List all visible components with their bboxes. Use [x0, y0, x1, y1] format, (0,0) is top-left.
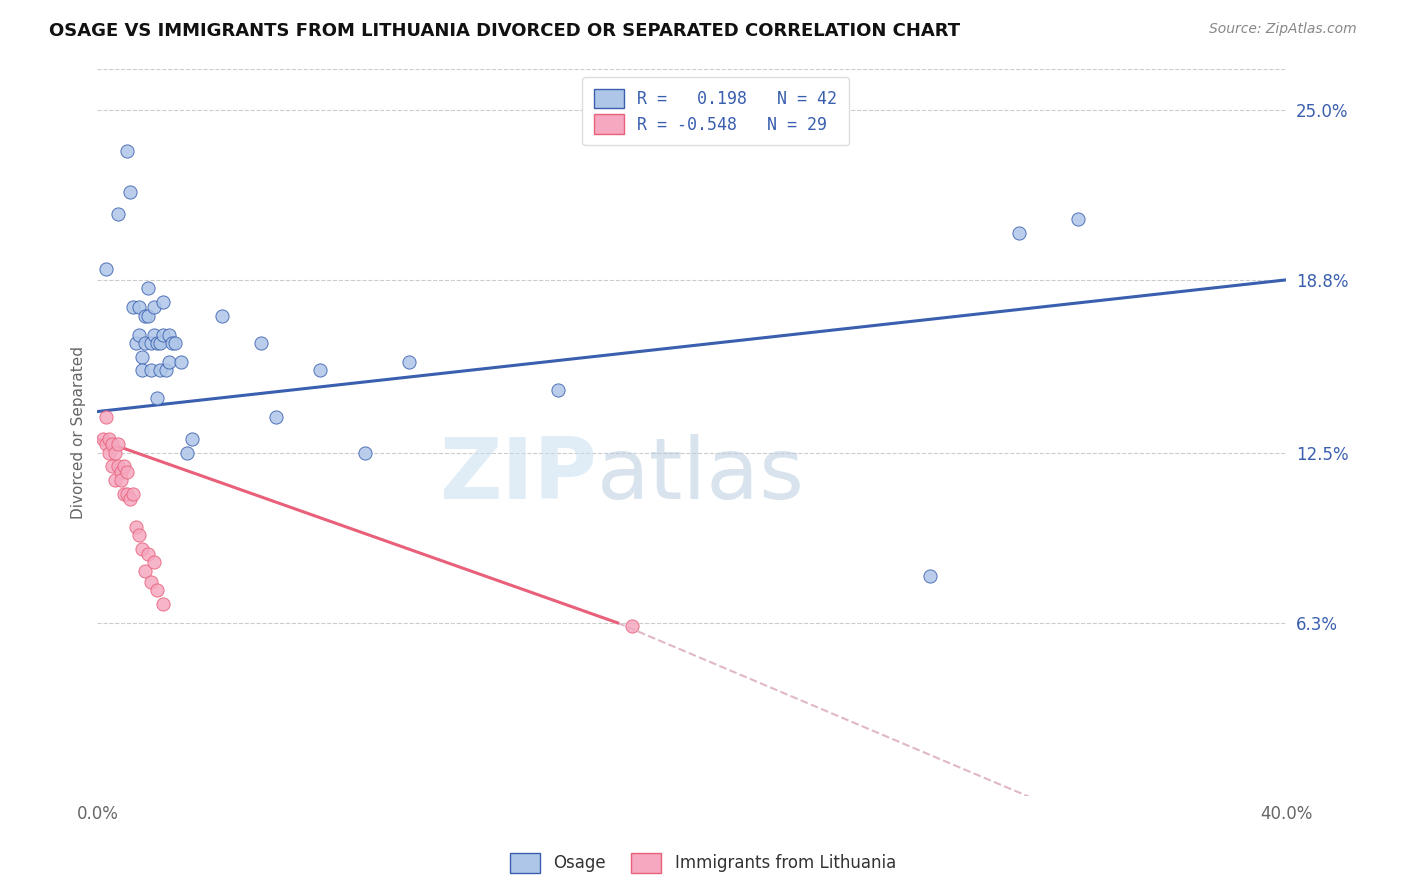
Point — [918, 569, 941, 583]
Point — [157, 327, 180, 342]
Point — [115, 144, 138, 158]
Point — [134, 564, 156, 578]
Point — [136, 281, 159, 295]
Point — [163, 335, 186, 350]
Point — [142, 300, 165, 314]
Point — [131, 350, 153, 364]
Point — [139, 574, 162, 589]
Point — [107, 437, 129, 451]
Point — [152, 294, 174, 309]
Point — [110, 473, 132, 487]
Point — [112, 487, 135, 501]
Legend: Osage, Immigrants from Lithuania: Osage, Immigrants from Lithuania — [503, 847, 903, 880]
Point — [96, 437, 118, 451]
Point — [128, 327, 150, 342]
Point — [112, 459, 135, 474]
Point — [136, 309, 159, 323]
Text: atlas: atlas — [596, 434, 804, 517]
Point — [101, 437, 124, 451]
Point — [142, 556, 165, 570]
Point — [1008, 226, 1031, 240]
Point — [152, 327, 174, 342]
Point — [128, 528, 150, 542]
Point — [211, 309, 233, 323]
Point — [134, 335, 156, 350]
Point — [152, 597, 174, 611]
Point — [104, 473, 127, 487]
Point — [146, 582, 169, 597]
Point — [118, 492, 141, 507]
Point — [115, 465, 138, 479]
Point — [398, 355, 420, 369]
Point — [98, 446, 121, 460]
Point — [125, 335, 148, 350]
Point — [1067, 212, 1090, 227]
Point — [621, 618, 644, 632]
Point — [155, 363, 177, 377]
Point — [122, 300, 145, 314]
Point — [115, 487, 138, 501]
Point — [149, 335, 172, 350]
Point — [104, 446, 127, 460]
Point — [142, 327, 165, 342]
Point — [547, 383, 569, 397]
Point — [181, 432, 204, 446]
Point — [136, 547, 159, 561]
Point — [169, 355, 191, 369]
Point — [139, 335, 162, 350]
Point — [128, 300, 150, 314]
Point — [101, 459, 124, 474]
Point — [264, 410, 287, 425]
Text: Source: ZipAtlas.com: Source: ZipAtlas.com — [1209, 22, 1357, 37]
Point — [250, 335, 273, 350]
Text: ZIP: ZIP — [439, 434, 596, 517]
Legend: R =   0.198   N = 42, R = -0.548   N = 29: R = 0.198 N = 42, R = -0.548 N = 29 — [582, 77, 849, 145]
Text: OSAGE VS IMMIGRANTS FROM LITHUANIA DIVORCED OR SEPARATED CORRELATION CHART: OSAGE VS IMMIGRANTS FROM LITHUANIA DIVOR… — [49, 22, 960, 40]
Point — [91, 432, 114, 446]
Point — [125, 520, 148, 534]
Point — [309, 363, 332, 377]
Point — [98, 432, 121, 446]
Point — [107, 459, 129, 474]
Point — [160, 335, 183, 350]
Point — [354, 446, 377, 460]
Point — [96, 410, 118, 425]
Point — [122, 487, 145, 501]
Point — [107, 207, 129, 221]
Point — [118, 185, 141, 199]
Point — [110, 465, 132, 479]
Point — [146, 391, 169, 405]
Point — [96, 261, 118, 276]
Point — [176, 446, 198, 460]
Point — [149, 363, 172, 377]
Point — [146, 335, 169, 350]
Point — [139, 363, 162, 377]
Point — [131, 363, 153, 377]
Point — [134, 309, 156, 323]
Point — [157, 355, 180, 369]
Point — [131, 541, 153, 556]
Y-axis label: Divorced or Separated: Divorced or Separated — [72, 345, 86, 518]
